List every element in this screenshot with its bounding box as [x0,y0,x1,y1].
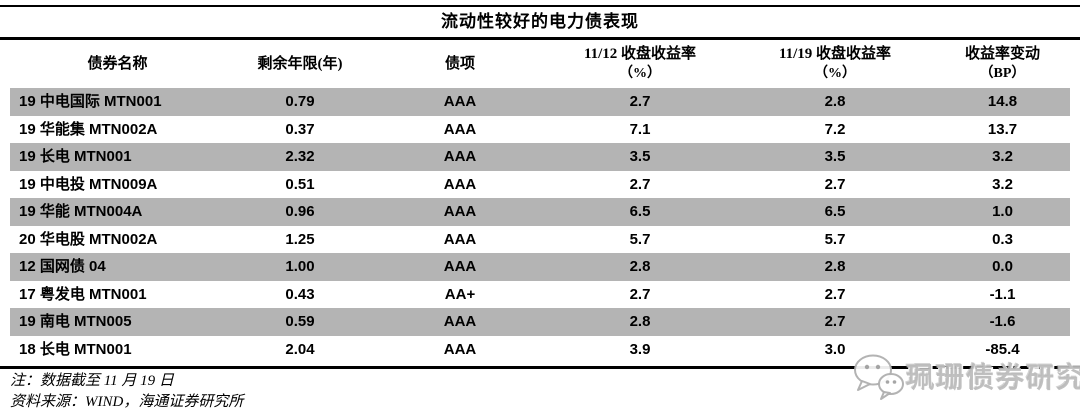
value-cell: 2.7 [629,175,651,193]
bond-name-cell: 19 中电国际 MTN001 [19,93,162,110]
col-header-unit: （BP） [979,66,1026,81]
value-cell: 3.0 [824,340,846,358]
value-cell: 1.0 [992,203,1013,220]
footnote-data-cutoff: 注：数据截至 11 月 19 日 [10,373,174,389]
value-cell: 2.7 [824,175,846,193]
value-cell: 0.96 [285,203,315,220]
value-cell: 2.8 [629,258,651,275]
value-cell: 0.37 [285,120,315,138]
value-cell: 1.00 [285,258,315,275]
value-cell: 3.5 [824,148,846,165]
col-header-unit: （%） [814,66,856,81]
value-cell: 3.9 [629,340,651,358]
col-header-yield-1119: 11/19 收盘收益率 （%） [735,44,935,84]
value-cell: AAA [443,203,477,220]
table-row: 19 中电投 MTN009A 0.51 AAA 2.7 2.7 3.2 [10,171,1070,199]
value-cell: 6.5 [629,203,651,220]
value-cell: 2.04 [285,340,315,358]
value-cell: 2.7 [629,93,651,110]
col-header-label: 11/12 收盘收益率 [583,46,697,62]
bond-name-cell: 19 中电投 MTN009A [19,175,158,193]
value-cell: AAA [443,230,477,248]
value-cell: 5.7 [629,230,651,248]
bond-name-cell: 12 国网债 04 [19,258,106,275]
table-row: 19 华能 MTN004A 0.96 AAA 6.5 6.5 1.0 [10,198,1070,226]
value-cell: 2.7 [824,313,846,330]
bond-name-cell: 19 长电 MTN001 [19,148,132,165]
value-cell: 2.8 [824,93,846,110]
footnote-source: 资料来源：WIND，海通证券研究所 [10,394,244,410]
col-header-label: 收益率变动 [964,46,1040,62]
value-cell: AAA [443,258,477,275]
bottom-rule [0,366,1080,369]
bond-name-cell: 17 粤发电 MTN001 [19,285,147,303]
col-header-bond-rating: 债项 [375,54,545,74]
value-cell: -85.4 [985,340,1020,358]
value-cell: 2.8 [824,258,846,275]
bond-table: 债券名称 剩余年限(年) 债项 11/12 收盘收益率 （%） 11/19 收盘… [10,42,1070,363]
value-cell: 0.0 [992,258,1013,275]
value-cell: 3.2 [992,148,1013,165]
bond-name-cell: 20 华电股 MTN002A [19,230,158,248]
value-cell: 1.25 [285,230,315,248]
value-cell: 7.2 [824,120,846,138]
col-header-remaining-maturity: 剩余年限(年) [225,54,375,74]
value-cell: 2.8 [629,313,651,330]
bond-name-cell: 19 华能集 MTN002A [19,120,158,138]
table-row: 19 长电 MTN001 2.32 AAA 3.5 3.5 3.2 [10,143,1070,171]
table-row: 19 华能集 MTN002A 0.37 AAA 7.1 7.2 13.7 [10,116,1070,144]
col-header-yield-change: 收益率变动 （BP） [935,44,1070,84]
table-body: 19 中电国际 MTN001 0.79 AAA 2.7 2.8 14.8 19 华能集 MT… [10,88,1070,363]
value-cell: -1.1 [989,285,1016,303]
title-rule [0,37,1080,40]
value-cell: AAA [443,175,477,193]
table-row: 20 华电股 MTN002A 1.25 AAA 5.7 5.7 0.3 [10,226,1070,254]
value-cell: AAA [443,93,477,110]
value-cell: -1.6 [989,313,1016,330]
value-cell: AAA [443,313,477,330]
value-cell: 3.5 [629,148,651,165]
value-cell: 0.51 [285,175,315,193]
bond-name-cell: 18 长电 MTN001 [19,340,132,358]
footnotes: 注：数据截至 11 月 19 日 资料来源：WIND，海通证券研究所 [10,371,243,413]
table-row: 19 中电国际 MTN001 0.79 AAA 2.7 2.8 14.8 [10,88,1070,116]
value-cell: 13.7 [987,120,1018,138]
value-cell: 7.1 [629,120,651,138]
col-header-label: 11/19 收盘收益率 [778,46,892,62]
table-row: 19 南电 MTN005 0.59 AAA 2.8 2.7 -1.6 [10,308,1070,336]
value-cell: 0.79 [285,93,315,110]
value-cell: 2.32 [285,148,315,165]
table-row: 17 粤发电 MTN001 0.43 AA+ 2.7 2.7 -1.1 [10,281,1070,309]
value-cell: 6.5 [824,203,846,220]
col-header-yield-1112: 11/12 收盘收益率 （%） [545,44,735,84]
value-cell: AAA [443,148,477,165]
value-cell: AAA [443,120,477,138]
bond-name-cell: 19 华能 MTN004A [19,203,143,220]
table-header-row: 债券名称 剩余年限(年) 债项 11/12 收盘收益率 （%） 11/19 收盘… [10,42,1070,86]
col-header-label: 剩余年限(年) [257,56,343,72]
value-cell: 0.43 [285,285,315,303]
value-cell: 5.7 [824,230,846,248]
table-row: 12 国网债 04 1.00 AAA 2.8 2.8 0.0 [10,253,1070,281]
col-header-unit: （%） [619,66,661,81]
value-cell: AAA [443,340,477,358]
col-header-bond-name: 债券名称 [10,54,225,74]
table-row: 18 长电 MTN001 2.04 AAA 3.9 3.0 -85.4 [10,336,1070,364]
table-title: 流动性较好的电力债表现 [441,12,639,31]
value-cell: 0.3 [992,230,1013,248]
col-header-label: 债项 [444,56,475,72]
value-cell: 2.7 [629,285,651,303]
value-cell: 2.7 [824,285,846,303]
top-rule [0,5,1080,7]
value-cell: 3.2 [992,175,1013,193]
col-header-label: 债券名称 [87,56,148,72]
bond-name-cell: 19 南电 MTN005 [19,313,132,330]
value-cell: 0.59 [285,313,315,330]
value-cell: 14.8 [987,93,1018,110]
value-cell: AA+ [444,285,476,303]
